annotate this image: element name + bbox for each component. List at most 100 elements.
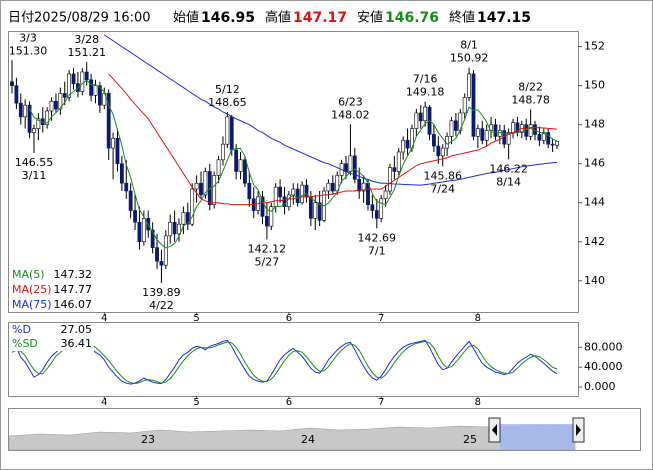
legend-box xyxy=(10,298,94,312)
annotation-date: 8/1 xyxy=(460,39,478,52)
candle-body xyxy=(550,143,555,146)
candle-body xyxy=(436,145,441,157)
candle-body xyxy=(45,110,50,125)
y-tick-label: 152 xyxy=(584,40,605,53)
legend-box xyxy=(10,323,94,337)
x-tick-label: 6 xyxy=(286,313,292,324)
candle-body xyxy=(155,247,159,262)
annotation-date: 5/27 xyxy=(255,255,280,268)
candle-body xyxy=(265,216,269,227)
legend-name: MA(75) xyxy=(12,298,52,311)
candle-body xyxy=(181,212,186,225)
legend-box xyxy=(10,337,94,351)
y-tick-label: 148 xyxy=(584,118,605,131)
candle-body xyxy=(537,134,542,141)
annotation-price: 151.21 xyxy=(67,46,106,59)
candle-body xyxy=(546,132,551,145)
x-tick-label: 4 xyxy=(101,397,107,408)
candle-body xyxy=(203,171,208,196)
candle-body xyxy=(49,100,54,112)
candle-body xyxy=(163,235,168,266)
header-value: 146.76 xyxy=(385,10,439,26)
header-value: 147.15 xyxy=(477,10,531,26)
candle-body xyxy=(80,71,85,92)
header-label: 安値 xyxy=(357,10,383,26)
navigator-handle[interactable] xyxy=(488,417,501,443)
legend-name: MA(5) xyxy=(12,268,45,281)
candle-body xyxy=(133,210,137,223)
candle-body xyxy=(54,100,58,110)
candle-body xyxy=(260,196,265,217)
candle-body xyxy=(401,139,406,153)
x-tick-label: 7 xyxy=(378,313,384,324)
candle-body xyxy=(330,182,335,192)
line-series xyxy=(29,79,558,249)
price-panel xyxy=(8,31,579,313)
annotation-price: 146.22 xyxy=(489,162,528,175)
header-label: 高値 xyxy=(265,10,291,26)
candle-body xyxy=(221,143,225,161)
header-value: 146.95 xyxy=(201,10,255,26)
candle-body xyxy=(58,93,63,110)
candle-body xyxy=(449,120,454,137)
candle-body xyxy=(497,130,502,137)
candle-body xyxy=(128,190,133,211)
y-tick-label: 146 xyxy=(584,157,605,170)
y-tick-label: 0.000 xyxy=(584,380,616,393)
legend-box xyxy=(10,283,94,297)
y-tick-label: 40.000 xyxy=(584,360,623,373)
candle-body xyxy=(93,85,98,96)
legend-value: 147.32 xyxy=(54,268,93,281)
oscillator-plot xyxy=(11,339,558,385)
candle-body xyxy=(291,188,296,196)
candle-body xyxy=(172,221,177,235)
annotation-price: 145.86 xyxy=(423,169,462,182)
candle-body xyxy=(23,104,28,118)
candle-body xyxy=(300,184,304,204)
candle-body xyxy=(357,179,362,192)
legend-box xyxy=(10,268,94,282)
candle-body xyxy=(348,155,353,172)
line-series xyxy=(104,34,558,186)
annotation-price: 148.78 xyxy=(511,93,550,106)
candle-body xyxy=(18,102,23,118)
annotation-date: 7/24 xyxy=(430,182,455,195)
candle-body xyxy=(269,206,274,227)
candle-body xyxy=(374,210,379,219)
candle-body xyxy=(453,120,458,131)
legend-name: %D xyxy=(12,323,31,336)
candle-body xyxy=(370,204,375,211)
x-tick-label: 6 xyxy=(286,397,292,408)
candle-body xyxy=(388,167,392,192)
annotation-price: 142.12 xyxy=(248,242,287,255)
navigator-label: 23 xyxy=(141,433,155,446)
line-series xyxy=(108,73,558,206)
candle-body xyxy=(440,147,445,157)
candle-body xyxy=(467,73,471,98)
candle-body xyxy=(308,196,313,219)
candle-body xyxy=(352,155,357,180)
candle-body xyxy=(119,163,124,184)
price-plot xyxy=(10,34,559,283)
legend-value: 147.77 xyxy=(54,283,93,296)
navigator-selection[interactable] xyxy=(500,424,574,450)
candle-body xyxy=(295,188,300,204)
x-tick-label: 8 xyxy=(475,313,481,324)
annotation-date: 5/12 xyxy=(215,83,240,96)
candle-body xyxy=(471,73,476,137)
x-tick-label: 5 xyxy=(193,397,199,408)
candle-body xyxy=(432,134,436,147)
candle-body xyxy=(506,132,511,145)
candle-body xyxy=(484,130,489,141)
candle-body xyxy=(216,159,221,176)
candle-body xyxy=(423,106,428,122)
annotation-price: 146.55 xyxy=(15,156,54,169)
header-value: 147.17 xyxy=(293,10,347,26)
annotation-date: 8/22 xyxy=(518,80,543,93)
header-datetime: 2025/08/29 16:00 xyxy=(34,11,151,26)
navigator-label: 24 xyxy=(301,433,315,446)
candle-body xyxy=(115,138,120,164)
navigator-handle[interactable] xyxy=(572,417,585,443)
candle-body xyxy=(317,202,322,221)
candle-body xyxy=(150,229,155,248)
